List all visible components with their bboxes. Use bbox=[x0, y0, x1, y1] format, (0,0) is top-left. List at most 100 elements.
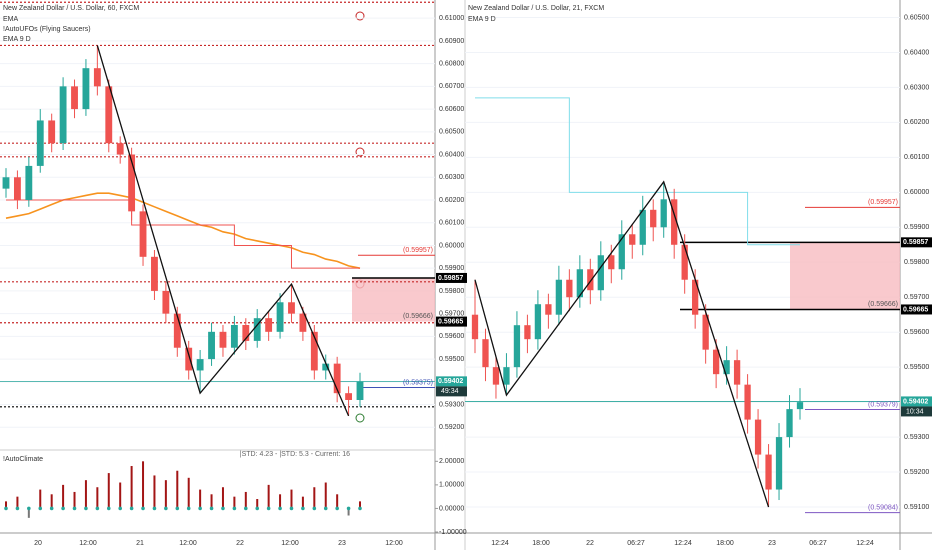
candle-body bbox=[71, 86, 78, 110]
candle-body bbox=[733, 360, 741, 385]
candle-body bbox=[13, 177, 21, 200]
osc-bar bbox=[221, 487, 224, 509]
y-tick-label: 0.59100 bbox=[904, 504, 929, 511]
price-label: 0.59857 bbox=[903, 239, 928, 246]
candle-body bbox=[712, 349, 720, 375]
osc-bar bbox=[267, 484, 270, 509]
osc-bar bbox=[62, 484, 65, 509]
ufo-icon bbox=[355, 11, 365, 21]
osc-dot bbox=[118, 506, 122, 511]
y-tick-label: 0.60000 bbox=[439, 242, 464, 249]
zigzag-line bbox=[474, 180, 770, 508]
x-tick-label: 22 bbox=[236, 540, 244, 547]
price-label: (0.59666) bbox=[403, 313, 433, 320]
candle-body bbox=[524, 325, 531, 340]
y-tick-label: 0.59800 bbox=[439, 288, 464, 295]
price-label: (0.59957) bbox=[403, 247, 433, 254]
y-tick-label: 0.60500 bbox=[904, 14, 929, 21]
y-tick-label: 0.59700 bbox=[904, 294, 929, 301]
price-label-box bbox=[436, 272, 467, 283]
ufo-icon bbox=[355, 413, 365, 423]
price-label-box bbox=[436, 316, 467, 327]
candle-body bbox=[48, 120, 56, 144]
y-tick-label: 0.59300 bbox=[439, 401, 464, 408]
candle-body bbox=[492, 367, 500, 385]
y-tick-label: 0.60900 bbox=[439, 38, 464, 45]
osc-dot bbox=[358, 506, 362, 511]
candle-body bbox=[299, 313, 307, 332]
candle-body bbox=[608, 255, 615, 270]
osc-bar bbox=[142, 461, 145, 509]
indicator-label: !AutoUFOs (Flying Saucers) bbox=[3, 26, 91, 33]
osc-bar bbox=[301, 496, 304, 509]
last-price-box bbox=[436, 376, 467, 387]
candle-body bbox=[786, 409, 793, 438]
y-tick-label: 0.59300 bbox=[904, 434, 929, 441]
countdown-box bbox=[436, 386, 467, 397]
candle-body bbox=[754, 419, 762, 455]
x-tick-label: 12:00 bbox=[385, 540, 403, 547]
price-label: (0.59957) bbox=[868, 199, 898, 206]
osc-dot bbox=[312, 506, 317, 511]
candle-body bbox=[482, 339, 489, 368]
price-label: (0.59084) bbox=[868, 504, 898, 511]
candle-body bbox=[356, 381, 364, 400]
candle-body bbox=[25, 165, 33, 200]
countdown-box bbox=[901, 406, 932, 417]
candle-body bbox=[322, 363, 330, 371]
candle-body bbox=[36, 120, 44, 166]
candle-body bbox=[681, 244, 688, 280]
osc-dot bbox=[15, 506, 20, 511]
osc-dot bbox=[72, 506, 77, 511]
osc-bar bbox=[324, 482, 327, 509]
y-tick-label: 0.59600 bbox=[904, 329, 929, 336]
candle-body bbox=[173, 313, 181, 348]
osc-dot bbox=[27, 506, 31, 511]
osc-dot bbox=[49, 506, 54, 511]
candle-body bbox=[775, 437, 783, 490]
candle-body bbox=[513, 325, 521, 368]
candle-body bbox=[692, 279, 699, 315]
osc-bar bbox=[244, 491, 247, 509]
y-tick-label: 0.59500 bbox=[439, 356, 464, 363]
candle-body bbox=[576, 269, 583, 298]
indicator-label: EMA bbox=[3, 16, 19, 23]
candle-body bbox=[587, 269, 594, 291]
y-tick-label: 0.60200 bbox=[439, 197, 464, 204]
price-label: (0.59379) bbox=[868, 401, 898, 408]
osc-bar bbox=[176, 470, 179, 509]
osc-dot bbox=[323, 506, 328, 511]
y-tick-label: 0.60000 bbox=[904, 189, 929, 196]
price-label: (0.59666) bbox=[868, 301, 898, 308]
x-tick-label: 06:27 bbox=[809, 540, 827, 547]
y-tick-label: 0.59900 bbox=[904, 224, 929, 231]
price-label: 0.59857 bbox=[438, 275, 463, 282]
candle-body bbox=[139, 211, 147, 257]
candle-body bbox=[208, 331, 215, 360]
x-tick-label: 06:27 bbox=[627, 540, 645, 547]
price-label: (0.59375) bbox=[403, 379, 433, 386]
osc-bar bbox=[256, 499, 259, 509]
osc-stats: |STD: 4.23 - |STD: 5.3 - Current: 16 bbox=[240, 451, 350, 458]
candle-body bbox=[660, 199, 667, 228]
osc-dot bbox=[129, 506, 134, 511]
indicator-label: EMA 9 D bbox=[3, 36, 31, 43]
candle-body bbox=[618, 234, 625, 270]
x-tick-label: 12:24 bbox=[674, 540, 692, 547]
candle-body bbox=[545, 304, 552, 315]
osc-bar bbox=[119, 482, 122, 509]
last-price-box bbox=[901, 396, 932, 407]
target-zone bbox=[352, 277, 435, 322]
candle-body bbox=[59, 86, 67, 144]
chart-title: New Zealand Dollar / U.S. Dollar, 60, FX… bbox=[3, 5, 139, 12]
osc-bar bbox=[336, 494, 339, 509]
osc-dot bbox=[289, 506, 294, 511]
osc-bar bbox=[39, 489, 42, 509]
osc-bar bbox=[73, 491, 76, 509]
osc-dot bbox=[244, 506, 248, 511]
osc-dot bbox=[106, 506, 111, 511]
candle-body bbox=[597, 255, 604, 291]
y-tick-label: 0.61000 bbox=[439, 15, 464, 22]
osc-bar bbox=[347, 508, 350, 516]
